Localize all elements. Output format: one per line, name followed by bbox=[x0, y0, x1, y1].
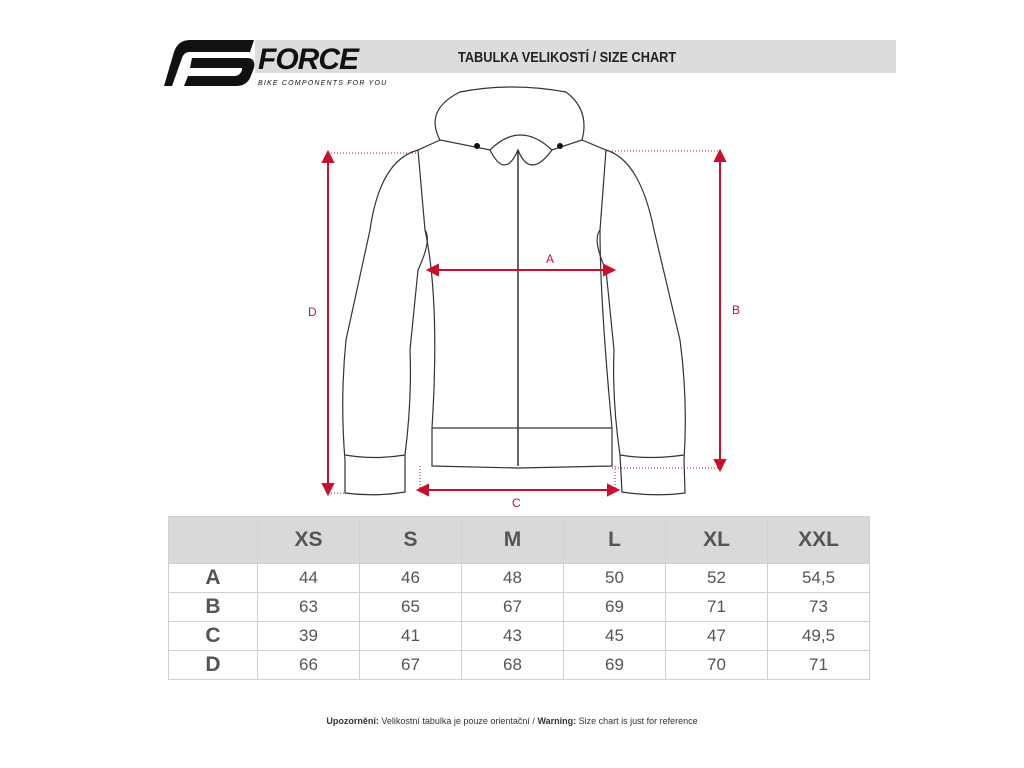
header-size: XXL bbox=[767, 516, 870, 564]
warning-cz: Velikostní tabulka je pouze orientační / bbox=[378, 716, 538, 726]
table-cell: 70 bbox=[665, 650, 768, 680]
warning-en-label: Warning: bbox=[537, 716, 577, 726]
table-row: B 63 65 67 69 71 73 bbox=[168, 592, 870, 622]
table-header-row: XS S M L XL XXL bbox=[168, 516, 870, 564]
brand-tagline: BIKE COMPONENTS FOR YOU bbox=[258, 80, 388, 87]
header-size: M bbox=[461, 516, 564, 564]
table-cell: 49,5 bbox=[767, 621, 870, 651]
table-cell: 54,5 bbox=[767, 563, 870, 593]
header-size: XL bbox=[665, 516, 768, 564]
table-row: C 39 41 43 45 47 49,5 bbox=[168, 621, 870, 651]
table-cell: 65 bbox=[359, 592, 462, 622]
header-corner bbox=[168, 516, 258, 564]
table-cell: 71 bbox=[665, 592, 768, 622]
guide-lines bbox=[328, 150, 722, 494]
table-cell: 45 bbox=[563, 621, 666, 651]
header-size: S bbox=[359, 516, 462, 564]
brand-name: FORCE bbox=[258, 43, 359, 76]
table-cell: 63 bbox=[257, 592, 360, 622]
footer-note: Upozornění: Velikostní tabulka je pouze … bbox=[0, 716, 1024, 726]
measure-arrows bbox=[321, 148, 727, 497]
label-c: C bbox=[512, 496, 521, 510]
table-cell: 43 bbox=[461, 621, 564, 651]
table-cell: 68 bbox=[461, 650, 564, 680]
jacket-outline bbox=[342, 86, 686, 496]
table-cell: 48 bbox=[461, 563, 564, 593]
table-cell: 67 bbox=[461, 592, 564, 622]
table-cell: 46 bbox=[359, 563, 462, 593]
jacket-diagram bbox=[321, 86, 727, 497]
table-cell: 71 bbox=[767, 650, 870, 680]
drawstring-icon bbox=[557, 143, 563, 149]
table-row: A 44 46 48 50 52 54,5 bbox=[168, 563, 870, 593]
table-cell: 67 bbox=[359, 650, 462, 680]
table-cell: 41 bbox=[359, 621, 462, 651]
row-label: A bbox=[168, 563, 258, 593]
warning-en: Size chart is just for reference bbox=[576, 716, 698, 726]
table-cell: 39 bbox=[257, 621, 360, 651]
title-bar bbox=[255, 40, 896, 73]
table-cell: 73 bbox=[767, 592, 870, 622]
table-cell: 69 bbox=[563, 592, 666, 622]
table-cell: 47 bbox=[665, 621, 768, 651]
row-label: B bbox=[168, 592, 258, 622]
label-d: D bbox=[308, 305, 317, 319]
table-row: D 66 67 68 69 70 71 bbox=[168, 650, 870, 680]
header-size: XS bbox=[257, 516, 360, 564]
size-table: XS S M L XL XXL A 44 46 48 50 52 54,5 B 63 65 67 69… bbox=[168, 516, 870, 680]
row-label: C bbox=[168, 621, 258, 651]
table-cell: 66 bbox=[257, 650, 360, 680]
table-cell: 50 bbox=[563, 563, 666, 593]
label-b: B bbox=[732, 303, 741, 317]
page-title: TABULKA VELIKOSTÍ / SIZE CHART bbox=[458, 49, 677, 66]
table-cell: 44 bbox=[257, 563, 360, 593]
force-logo-icon bbox=[164, 40, 255, 86]
header-size: L bbox=[563, 516, 666, 564]
drawstring-icon bbox=[474, 143, 480, 149]
table-cell: 69 bbox=[563, 650, 666, 680]
table-cell: 52 bbox=[665, 563, 768, 593]
warning-cz-label: Upozornění: bbox=[326, 716, 379, 726]
label-a: A bbox=[546, 252, 555, 266]
row-label: D bbox=[168, 650, 258, 680]
